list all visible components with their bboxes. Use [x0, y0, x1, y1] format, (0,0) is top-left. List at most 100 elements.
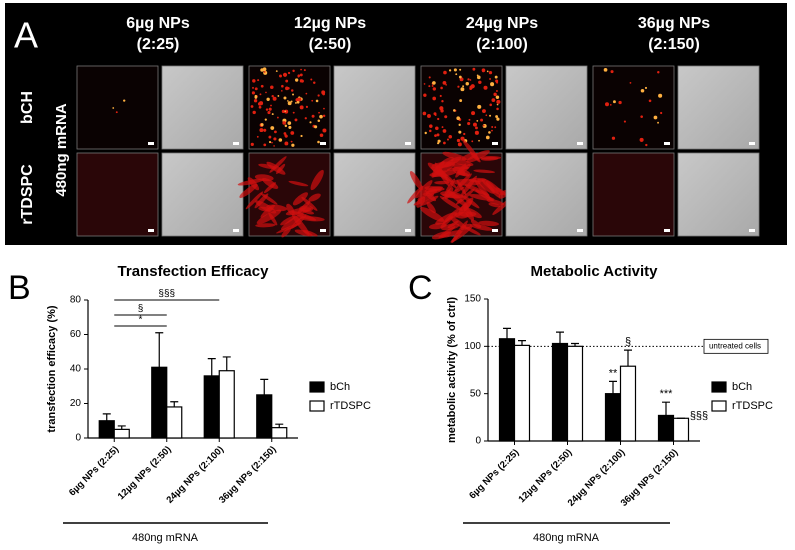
- y-tick-label: 150: [464, 294, 481, 305]
- panel-letter: B: [8, 269, 31, 307]
- cell-signal: [429, 124, 433, 128]
- error-bar: [571, 342, 579, 347]
- brightfield-image: [677, 152, 760, 237]
- cell-signal: [281, 227, 292, 238]
- y-tick-label: 50: [470, 388, 482, 399]
- cell-signal: [446, 138, 450, 141]
- cell-signal: [272, 96, 277, 101]
- column-ratio: (2:150): [648, 36, 700, 53]
- cell-signal: [603, 67, 608, 72]
- cell-signal: [494, 75, 498, 79]
- row-label: bCH: [19, 91, 36, 124]
- cell-signal: [434, 134, 437, 138]
- cell-signal: [267, 110, 271, 115]
- brightfield-image: [505, 65, 588, 150]
- cell-signal: [123, 99, 126, 102]
- legend-swatch: [309, 381, 325, 393]
- cell-signal: [250, 105, 254, 108]
- scale-bar: [148, 229, 154, 232]
- cell-signal: [476, 75, 481, 80]
- column-dose: 12µg NPs: [294, 15, 366, 32]
- x-tick-label: 24µg NPs (2:100): [566, 447, 628, 509]
- cell-signal: [488, 131, 491, 134]
- y-tick-label: 0: [475, 436, 481, 447]
- cell-signal: [450, 225, 473, 243]
- cell-signal: [258, 105, 262, 109]
- y-tick-label: 40: [70, 364, 82, 375]
- cell-signal: [441, 126, 444, 129]
- scale-bar: [148, 142, 154, 145]
- cell-signal: [488, 202, 501, 208]
- cell-signal: [640, 115, 643, 118]
- cell-signal: [442, 80, 447, 85]
- cell-signal: [496, 103, 499, 106]
- cell-signal: [295, 102, 297, 104]
- scale-bar: [405, 142, 411, 145]
- cell-signal: [299, 105, 304, 110]
- brightfield-image: [677, 65, 760, 150]
- column-dose: 24µg NPs: [466, 15, 538, 32]
- cell-signal: [495, 115, 499, 118]
- legend-label: bCh: [330, 381, 350, 393]
- cell-signal: [489, 103, 492, 107]
- cell-signal: [494, 126, 497, 129]
- cell-signal: [457, 142, 462, 147]
- cell-signal: [432, 87, 437, 91]
- cell-signal: [431, 85, 434, 87]
- cell-signal: [300, 68, 302, 71]
- reference-label-box: [703, 338, 769, 354]
- cell-signal: [456, 138, 461, 143]
- cell-signal: [271, 94, 274, 98]
- scale-bar: [664, 142, 670, 145]
- cell-signal: [436, 133, 440, 137]
- significance-label: §§§: [690, 410, 708, 422]
- scale-bar: [577, 142, 583, 145]
- x-tick-label: 36µg NPs (2:150): [619, 447, 681, 509]
- cell-signal: [263, 70, 266, 73]
- cell-signal: [283, 96, 287, 100]
- cell-signal: [466, 150, 490, 163]
- cell-signal: [612, 100, 616, 104]
- cell-signal: [644, 86, 648, 90]
- scale-bar: [664, 229, 670, 232]
- cell-signal: [260, 123, 264, 127]
- cell-signal: [491, 98, 496, 102]
- cell-signal: [264, 118, 267, 121]
- cell-signal: [475, 130, 478, 133]
- error-bar: [260, 378, 269, 395]
- cell-signal: [489, 78, 492, 80]
- cell-signal: [301, 196, 318, 211]
- bar: [113, 428, 130, 439]
- cell-signal: [475, 126, 478, 130]
- cell-signal: [439, 94, 442, 98]
- fluorescence-image: [592, 152, 675, 237]
- cell-signal: [409, 171, 423, 191]
- cell-signal: [257, 102, 262, 106]
- cell-signal: [258, 206, 271, 212]
- cell-signal: [471, 111, 476, 116]
- cell-signal: [263, 143, 267, 147]
- bar: [513, 344, 531, 442]
- x-group-label: 480ng mRNA: [132, 532, 199, 544]
- cell-signal: [305, 92, 308, 95]
- cell-signal: [639, 137, 644, 142]
- significance-label: **: [609, 367, 618, 379]
- cell-signal: [259, 128, 264, 133]
- fluorescence-image: [76, 65, 159, 150]
- cell-signal: [277, 95, 280, 97]
- cell-signal: [648, 99, 652, 103]
- cell-signal: [251, 91, 256, 95]
- cell-signal: [294, 78, 299, 82]
- cell-signal: [313, 81, 316, 84]
- cell-signal: [273, 145, 275, 147]
- cell-signal: [292, 69, 295, 73]
- cell-signal: [310, 169, 324, 191]
- cell-signal: [256, 209, 282, 225]
- y-tick-label: 60: [70, 329, 82, 340]
- cell-signal: [274, 130, 277, 134]
- cell-signal: [318, 111, 320, 114]
- cell-signal: [495, 79, 499, 83]
- cell-signal: [288, 125, 292, 129]
- cell-signal: [477, 178, 495, 194]
- cell-signal: [640, 88, 645, 93]
